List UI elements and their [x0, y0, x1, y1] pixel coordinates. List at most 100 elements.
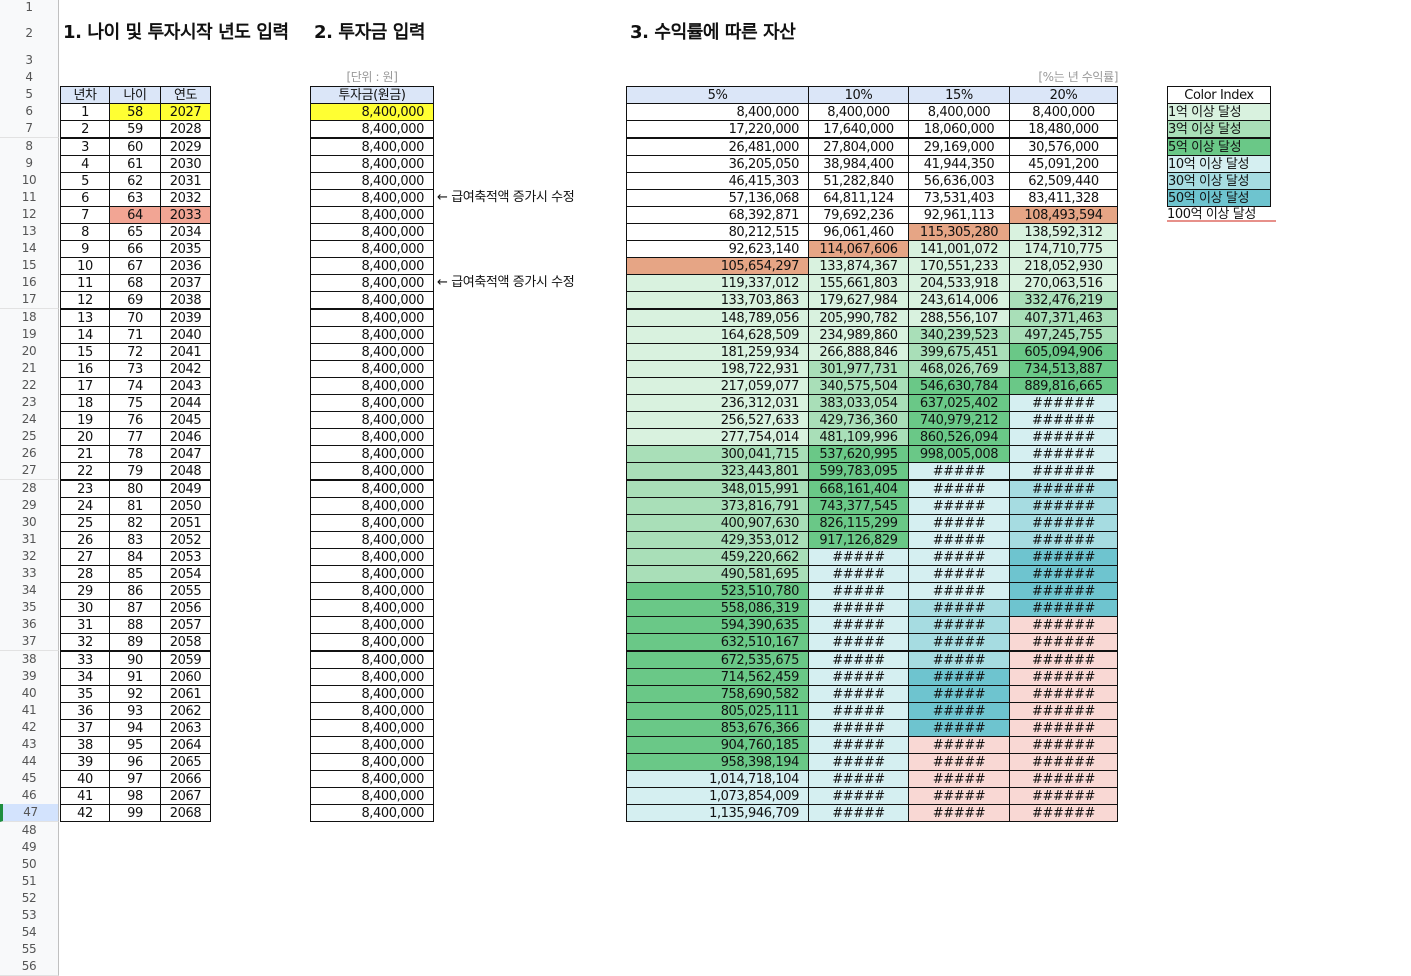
age-cell[interactable]: 24: [60, 496, 110, 515]
returns-cell[interactable]: 340,239,523: [908, 325, 1010, 344]
returns-cell[interactable]: 632,510,167: [626, 633, 809, 652]
row-header[interactable]: 49: [0, 838, 59, 857]
returns-cell[interactable]: 8,400,000: [908, 103, 1010, 122]
returns-cell[interactable]: 108,493,594: [1009, 205, 1118, 224]
returns-cell[interactable]: ######: [1009, 496, 1118, 515]
age-cell[interactable]: 58: [109, 103, 161, 122]
age-cell[interactable]: 77: [109, 428, 161, 447]
returns-cell[interactable]: ######: [1009, 445, 1118, 464]
returns-cell[interactable]: 270,063,516: [1009, 274, 1118, 293]
age-cell[interactable]: 12: [60, 291, 110, 310]
age-cell[interactable]: 2062: [160, 701, 211, 720]
returns-cell[interactable]: 92,961,113: [908, 205, 1010, 224]
age-cell[interactable]: 87: [109, 599, 161, 618]
investment-cell[interactable]: 8,400,000: [310, 291, 434, 310]
returns-cell[interactable]: 198,722,931: [626, 359, 809, 378]
returns-cell[interactable]: 860,526,094: [908, 428, 1010, 447]
age-cell[interactable]: 35: [60, 684, 110, 703]
returns-cell[interactable]: 56,636,003: [908, 171, 1010, 190]
returns-cell[interactable]: #####: [808, 582, 909, 601]
returns-cell[interactable]: 92,623,140: [626, 240, 809, 259]
age-cell[interactable]: 16: [60, 359, 110, 378]
age-cell[interactable]: 61: [109, 154, 161, 173]
returns-cell[interactable]: 399,675,451: [908, 342, 1010, 361]
age-cell[interactable]: 2045: [160, 411, 211, 430]
row-header[interactable]: 7: [0, 120, 59, 139]
age-cell[interactable]: 41: [60, 787, 110, 806]
returns-cell[interactable]: 17,640,000: [808, 120, 909, 139]
returns-cell[interactable]: 277,754,014: [626, 428, 809, 447]
row-header[interactable]: 2: [0, 14, 59, 53]
row-header[interactable]: 23: [0, 394, 59, 413]
returns-cell[interactable]: 266,888,846: [808, 342, 909, 361]
investment-cell[interactable]: 8,400,000: [310, 257, 434, 276]
age-cell[interactable]: 74: [109, 376, 161, 395]
age-cell[interactable]: 2033: [160, 205, 211, 224]
age-cell[interactable]: 32: [60, 633, 110, 652]
returns-cell[interactable]: 734,513,887: [1009, 359, 1118, 378]
age-cell[interactable]: 20: [60, 428, 110, 447]
age-cell[interactable]: 2043: [160, 376, 211, 395]
returns-cell[interactable]: 8,400,000: [808, 103, 909, 122]
age-cell[interactable]: 91: [109, 667, 161, 686]
age-cell[interactable]: 2056: [160, 599, 211, 618]
age-cell[interactable]: 2048: [160, 462, 211, 481]
age-cell[interactable]: 73: [109, 359, 161, 378]
age-cell[interactable]: 2055: [160, 582, 211, 601]
age-cell[interactable]: 2054: [160, 565, 211, 584]
row-header[interactable]: 18: [0, 308, 59, 327]
row-header[interactable]: 16: [0, 274, 59, 293]
returns-cell[interactable]: #####: [908, 753, 1010, 772]
age-cell[interactable]: 15: [60, 342, 110, 361]
investment-cell[interactable]: 8,400,000: [310, 359, 434, 378]
returns-cell[interactable]: 1,014,718,104: [626, 770, 809, 789]
age-cell[interactable]: 2037: [160, 274, 211, 293]
returns-cell[interactable]: 805,025,111: [626, 701, 809, 720]
row-header[interactable]: 8: [0, 137, 59, 156]
returns-cell[interactable]: ######: [1009, 479, 1118, 498]
age-cell[interactable]: 2061: [160, 684, 211, 703]
age-cell[interactable]: 34: [60, 667, 110, 686]
returns-cell[interactable]: 672,535,675: [626, 650, 809, 669]
age-cell[interactable]: 90: [109, 650, 161, 669]
age-cell[interactable]: 14: [60, 325, 110, 344]
returns-cell[interactable]: #####: [908, 547, 1010, 566]
returns-cell[interactable]: #####: [908, 684, 1010, 703]
age-cell[interactable]: 10: [60, 257, 110, 276]
age-cell[interactable]: 2032: [160, 188, 211, 207]
returns-cell[interactable]: 68,392,871: [626, 205, 809, 224]
returns-cell[interactable]: 373,816,791: [626, 496, 809, 515]
investment-cell[interactable]: 8,400,000: [310, 513, 434, 532]
returns-cell[interactable]: 45,091,200: [1009, 154, 1118, 173]
returns-cell[interactable]: #####: [808, 565, 909, 584]
returns-cell[interactable]: 26,481,000: [626, 137, 809, 156]
returns-cell[interactable]: 8,400,000: [1009, 103, 1118, 122]
age-cell[interactable]: 4: [60, 154, 110, 173]
returns-cell[interactable]: 288,556,107: [908, 308, 1010, 327]
row-header[interactable]: 40: [0, 684, 59, 703]
row-header[interactable]: 55: [0, 941, 59, 960]
age-cell[interactable]: 78: [109, 445, 161, 464]
returns-cell[interactable]: 853,676,366: [626, 718, 809, 737]
investment-cell[interactable]: 8,400,000: [310, 308, 434, 327]
returns-cell[interactable]: 18,060,000: [908, 120, 1010, 139]
age-cell[interactable]: 31: [60, 616, 110, 635]
returns-cell[interactable]: #####: [908, 496, 1010, 515]
age-cell[interactable]: 63: [109, 188, 161, 207]
returns-cell[interactable]: #####: [808, 718, 909, 737]
age-cell[interactable]: 27: [60, 547, 110, 566]
row-header[interactable]: 53: [0, 907, 59, 926]
row-header[interactable]: 4: [0, 69, 59, 88]
returns-cell[interactable]: ######: [1009, 547, 1118, 566]
age-cell[interactable]: 81: [109, 496, 161, 515]
investment-cell[interactable]: 8,400,000: [310, 103, 434, 122]
row-header[interactable]: 10: [0, 171, 59, 190]
investment-cell[interactable]: 8,400,000: [310, 171, 434, 190]
returns-cell[interactable]: #####: [808, 804, 909, 823]
returns-cell[interactable]: 205,990,782: [808, 308, 909, 327]
returns-cell[interactable]: 558,086,319: [626, 599, 809, 618]
returns-cell[interactable]: 79,692,236: [808, 205, 909, 224]
age-cell[interactable]: 80: [109, 479, 161, 498]
age-cell[interactable]: 2063: [160, 718, 211, 737]
returns-cell[interactable]: 714,562,459: [626, 667, 809, 686]
